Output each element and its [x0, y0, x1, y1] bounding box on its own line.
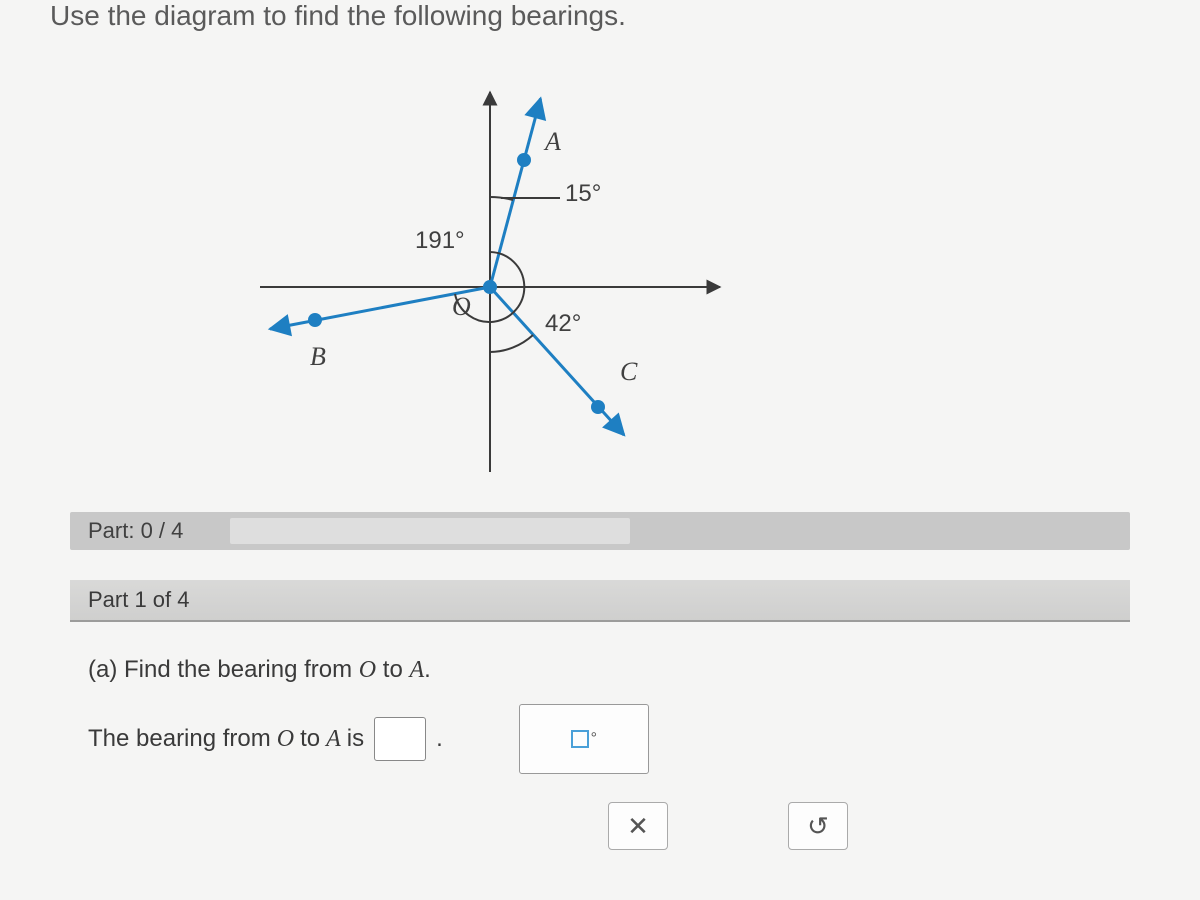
action-row: ✕ ↺ — [608, 802, 1112, 850]
a-suffix: . — [436, 725, 443, 753]
point-a — [517, 153, 531, 167]
a-to: A — [326, 726, 341, 753]
part-body: (a) Find the bearing from O to A. The be… — [70, 622, 1130, 868]
a-prefix: The bearing from — [88, 725, 271, 753]
point-c — [591, 400, 605, 414]
clear-button[interactable]: ✕ — [608, 802, 668, 850]
arc-42 — [490, 335, 533, 352]
bearing-diagram: A 15° 42° C 191° B O — [190, 52, 750, 492]
progress-highlight — [230, 518, 630, 544]
angle-15: 15° — [565, 180, 601, 208]
label-o: O — [452, 292, 471, 322]
degree-tool[interactable]: ° — [519, 704, 649, 774]
instruction-text: Use the diagram to find the following be… — [50, 0, 1130, 42]
reset-icon: ↺ — [807, 811, 829, 842]
page: Use the diagram to find the following be… — [0, 0, 1200, 900]
q-prefix: (a) Find the bearing from — [88, 656, 359, 683]
angle-191: 191° — [415, 227, 465, 255]
answer-input[interactable] — [374, 717, 426, 761]
part-header-text: Part 1 of 4 — [88, 587, 190, 613]
q-to: A — [410, 657, 425, 683]
progress-label: Part: 0 / 4 — [88, 518, 183, 544]
a-from: O — [277, 726, 294, 753]
q-mid: to — [376, 656, 409, 683]
label-a: A — [545, 127, 561, 157]
label-c: C — [620, 357, 637, 387]
diagram-svg — [190, 52, 750, 492]
question-line: (a) Find the bearing from O to A. — [88, 656, 1112, 684]
angle-42: 42° — [545, 310, 581, 338]
q-suffix: . — [424, 656, 431, 683]
q-from: O — [359, 657, 376, 683]
point-b — [308, 313, 322, 327]
close-icon: ✕ — [627, 811, 649, 842]
point-o — [483, 280, 497, 294]
reset-button[interactable]: ↺ — [788, 802, 848, 850]
label-b: B — [310, 342, 326, 372]
a-mid2: is — [347, 725, 364, 753]
degree-symbol: ° — [591, 730, 597, 748]
ray-a — [490, 99, 541, 288]
a-mid1: to — [300, 725, 320, 753]
answer-line: The bearing from O to A is . ° — [88, 704, 1112, 774]
progress-bar: Part: 0 / 4 — [70, 512, 1130, 550]
placeholder-box-icon — [571, 730, 589, 748]
part-header: Part 1 of 4 — [70, 580, 1130, 622]
